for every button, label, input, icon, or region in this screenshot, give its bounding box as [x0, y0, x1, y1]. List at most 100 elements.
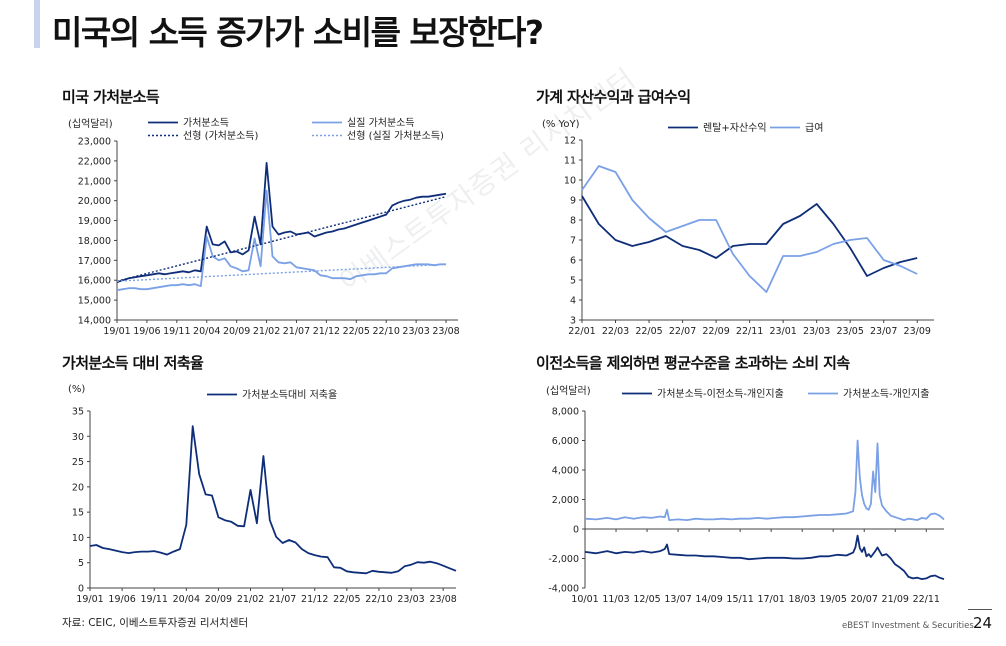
c2-x-tick-label: 23/01 — [769, 326, 796, 337]
chart-title-disposable-income: 미국 가처분소득 — [62, 88, 160, 106]
c1-y-tick-label: 19,000 — [78, 216, 111, 227]
c1-series-line-3 — [116, 263, 447, 282]
c1-legend-label-3: 선형 (실질 가처분소득) — [347, 130, 444, 142]
c3-y-tick-label: 30 — [72, 432, 84, 443]
c4-x-tick-label: 10/01 — [571, 594, 598, 605]
c4-x-tick-label: 14/09 — [695, 594, 722, 605]
c2-y-tick-label: 12 — [564, 136, 576, 147]
c2-y-tick-label: 11 — [564, 156, 576, 167]
c4-x-tick-label: 15/11 — [726, 594, 753, 605]
footer-brand: eBEST Investment & Securities — [842, 621, 974, 631]
c2-x-tick-label: 22/11 — [736, 326, 763, 337]
c3-x-tick-label: 19/01 — [76, 594, 103, 605]
c4-y-tick-label: -4,000 — [548, 584, 579, 595]
c1-x-tick-label: 19/06 — [133, 326, 160, 337]
title-accent-bar — [34, 0, 40, 48]
c4-series-line-1 — [584, 439, 945, 521]
c3-x-tick-label: 19/11 — [141, 594, 168, 605]
c2-x-tick-label: 23/03 — [803, 326, 830, 337]
c3-y-tick-label: 25 — [72, 457, 84, 468]
c2-x-tick-label: 22/03 — [602, 326, 629, 337]
c4-y-tick-label: 4,000 — [552, 466, 579, 477]
c2-x-tick-label: 22/07 — [669, 326, 696, 337]
c1-y-tick-label: 18,000 — [78, 236, 111, 247]
c2-series-line-1 — [581, 165, 918, 293]
c2-unit-label: (% YoY) — [542, 119, 580, 130]
c1-series-line-0 — [116, 161, 447, 284]
c1-x-tick-label: 21/07 — [283, 326, 310, 337]
c2-y-tick-label: 7 — [570, 236, 576, 247]
c4-x-tick-label: 21/09 — [882, 594, 909, 605]
c1-series-line-1 — [116, 189, 446, 292]
c4-y-tick-label: 2,000 — [552, 495, 579, 506]
c3-x-tick-label: 20/09 — [205, 594, 232, 605]
c4-y-tick-label: 0 — [573, 525, 579, 536]
c4-y-tick-label: 8,000 — [552, 407, 579, 418]
c1-x-tick-label: 21/12 — [313, 326, 340, 337]
c2-y-tick-label: 9 — [570, 196, 576, 207]
c4-x-tick-label: 13/07 — [664, 594, 691, 605]
c4-x-tick-label: 22/11 — [913, 594, 940, 605]
c3-x-tick-label: 22/10 — [365, 594, 392, 605]
c2-y-tick-label: 8 — [570, 216, 576, 227]
c2-x-tick-label: 23/09 — [904, 326, 931, 337]
c3-x-tick-label: 21/07 — [269, 594, 296, 605]
c1-x-tick-label: 21/02 — [253, 326, 280, 337]
c3-legend-label-0: 가처분소득대비 저축율 — [242, 389, 337, 401]
c1-x-tick-label: 19/11 — [163, 326, 190, 337]
c3-y-tick-label: 0 — [78, 584, 84, 595]
c3-x-tick-label: 21/02 — [237, 594, 264, 605]
c1-y-tick-label: 21,000 — [78, 176, 111, 187]
c1-x-tick-label: 23/08 — [432, 326, 459, 337]
chart-title-excess-consumption: 이전소득을 제외하면 평균수준을 초과하는 소비 지속 — [536, 354, 850, 372]
c4-x-tick-label: 17/01 — [757, 594, 784, 605]
c2-x-tick-label: 23/05 — [836, 326, 863, 337]
c4-x-tick-label: 11/03 — [602, 594, 629, 605]
c3-y-tick-label: 10 — [72, 533, 84, 544]
page-title: 미국의 소득 증가가 소비를 보장한다? — [52, 13, 544, 52]
c1-y-tick-label: 15,000 — [78, 296, 111, 307]
c1-x-tick-label: 22/10 — [373, 326, 400, 337]
c4-y-tick-label: 6,000 — [552, 436, 579, 447]
c1-y-tick-label: 14,000 — [78, 316, 111, 327]
c3-x-tick-label: 19/06 — [108, 594, 135, 605]
page-number: 24 — [973, 614, 993, 632]
c4-x-tick-label: 18/03 — [788, 594, 815, 605]
c1-y-tick-label: 17,000 — [78, 256, 111, 267]
c2-y-tick-label: 6 — [570, 256, 576, 267]
c1-legend-label-0: 가처분소득 — [183, 117, 229, 129]
c4-x-tick-label: 12/05 — [633, 594, 660, 605]
c2-legend-label-0: 렌탈+자산수익 — [703, 121, 767, 134]
c2-x-tick-label: 22/01 — [568, 326, 595, 337]
c3-y-tick-label: 5 — [78, 558, 84, 569]
c3-y-tick-label: 15 — [72, 508, 84, 519]
c3-y-tick-label: 35 — [72, 407, 84, 418]
c1-y-tick-label: 16,000 — [78, 276, 111, 287]
chart-title-household-income: 가계 자산수익과 급여수익 — [536, 88, 691, 106]
c4-legend-label-1: 가처분소득-개인지출 — [843, 388, 929, 400]
c4-x-tick-label: 20/07 — [851, 594, 878, 605]
c2-x-tick-label: 22/05 — [635, 326, 662, 337]
c3-unit-label: (%) — [68, 384, 85, 395]
c3-x-tick-label: 20/04 — [173, 594, 200, 605]
c3-x-tick-label: 23/08 — [429, 594, 456, 605]
c1-legend-label-2: 선형 (가처분소득) — [183, 130, 258, 142]
c1-x-tick-label: 23/03 — [402, 326, 429, 337]
c4-unit-label: (십억달러) — [546, 385, 591, 397]
c1-legend-label-1: 실질 가처분소득 — [347, 117, 415, 129]
footer-divider — [968, 609, 992, 610]
c1-x-tick-label: 20/04 — [193, 326, 220, 337]
chart-title-saving-rate: 가처분소득 대비 저축율 — [62, 354, 204, 372]
c4-legend-label-0: 가처분소득-이전소득-개인지출 — [657, 388, 784, 400]
c2-x-tick-label: 22/09 — [702, 326, 729, 337]
c1-y-tick-label: 23,000 — [78, 137, 111, 148]
c2-y-tick-label: 5 — [570, 276, 576, 287]
c2-y-tick-label: 4 — [570, 296, 576, 307]
c1-x-tick-label: 22/05 — [343, 326, 370, 337]
c4-y-tick-label: -2,000 — [548, 554, 579, 565]
c4-x-tick-label: 19/05 — [820, 594, 847, 605]
c3-x-tick-label: 22/05 — [333, 594, 360, 605]
c1-y-tick-label: 22,000 — [78, 156, 111, 167]
c4-series-line-0 — [584, 534, 945, 580]
